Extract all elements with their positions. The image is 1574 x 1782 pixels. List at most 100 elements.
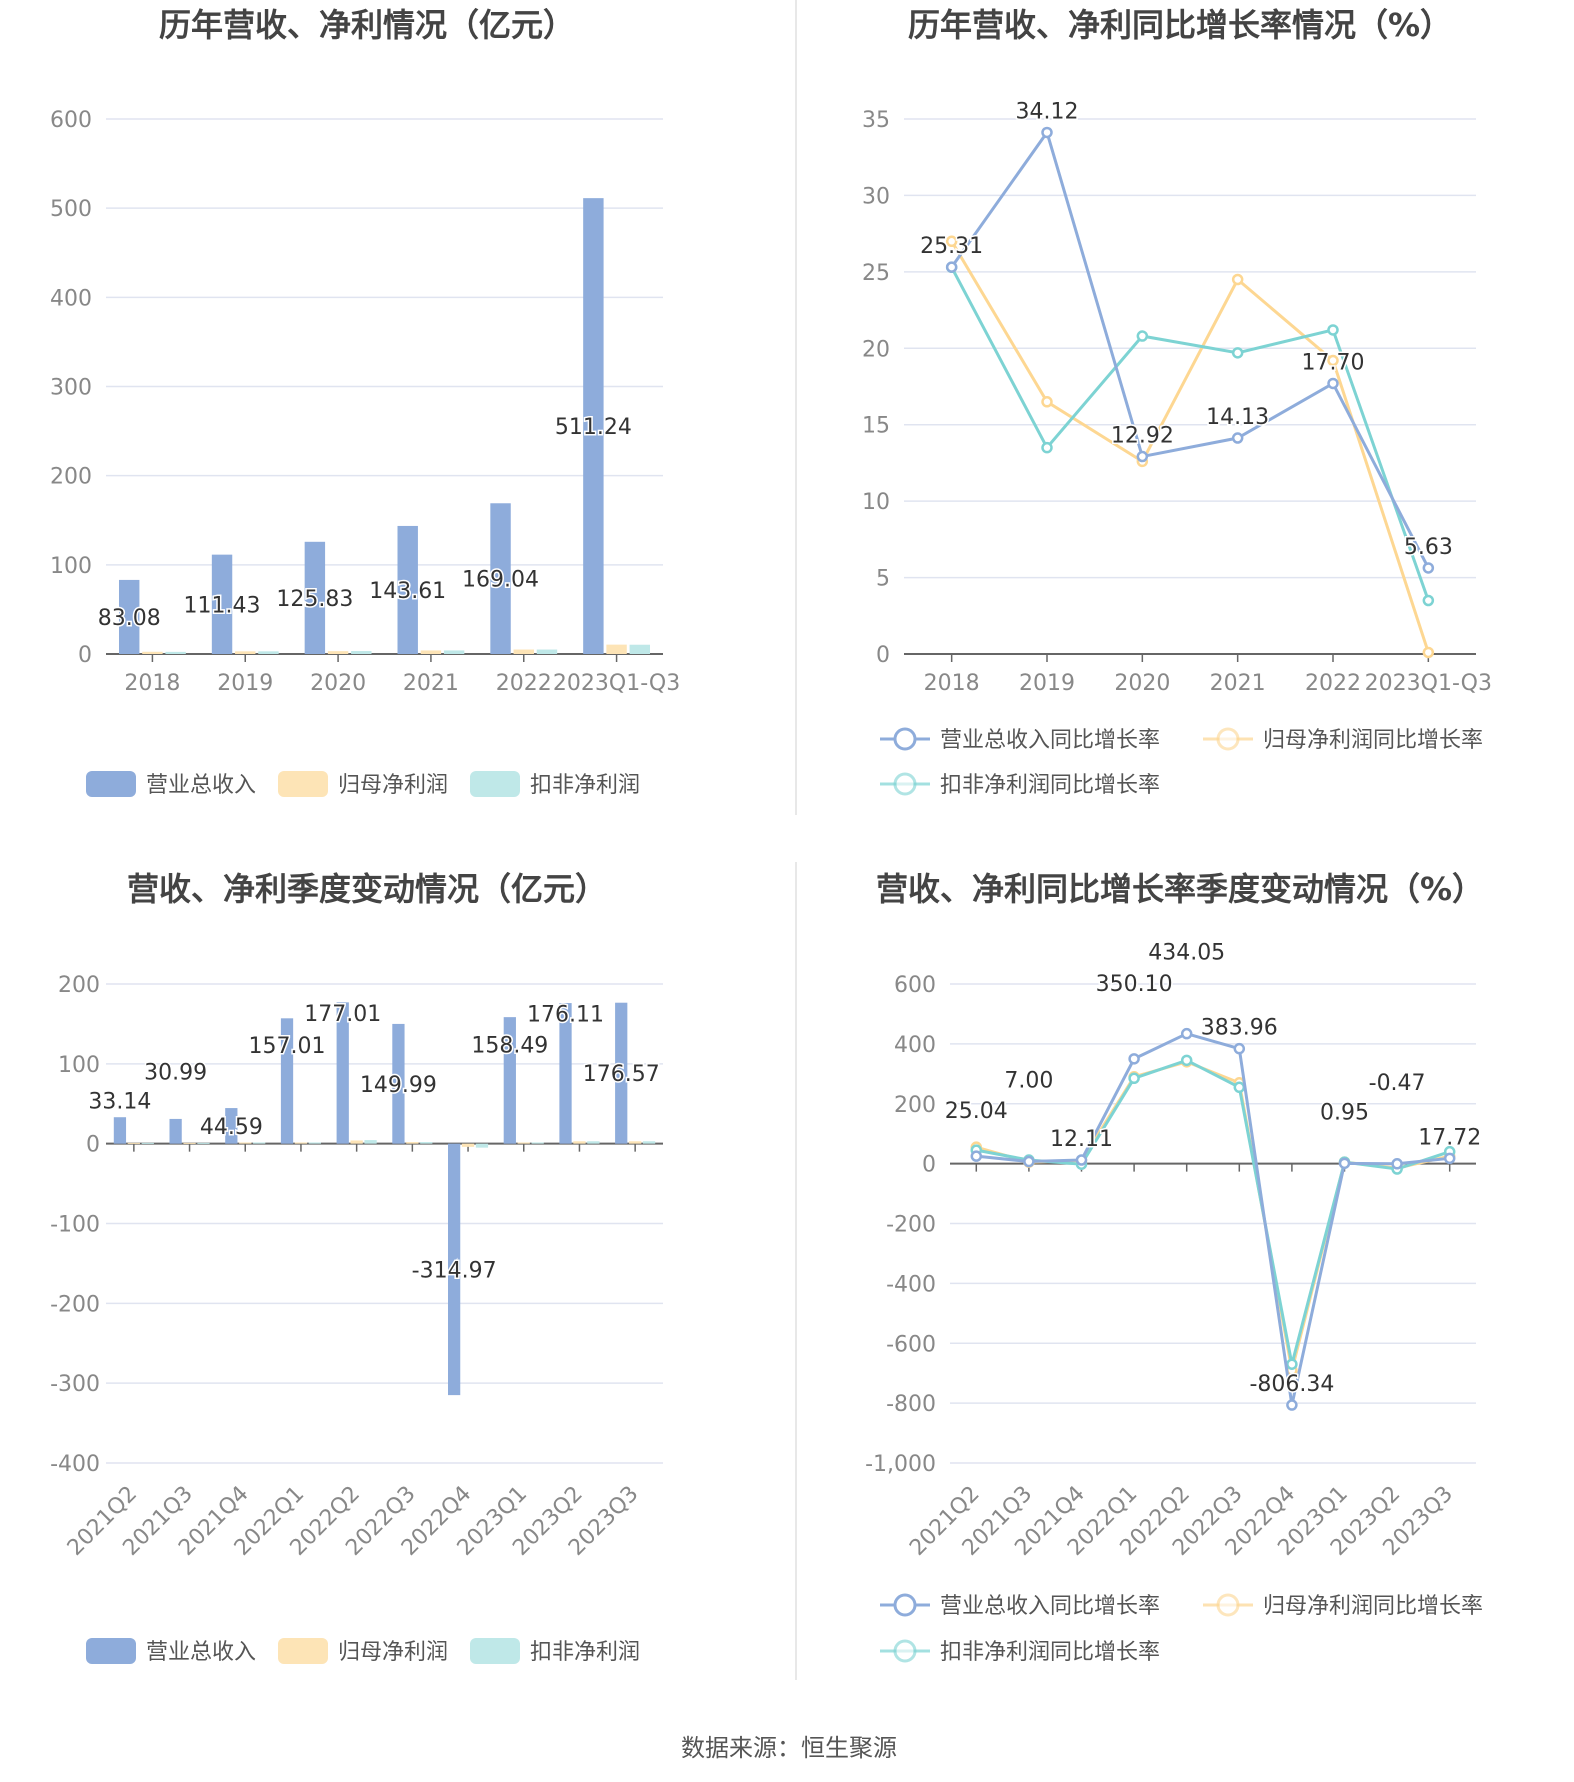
bar-revenue [559,1003,572,1144]
y-tick-label: 400 [50,286,92,311]
bar-net-profit [142,651,163,654]
legend-marker [893,772,917,796]
y-tick-label: 35 [862,108,890,133]
bar-deducted-net-profit [629,644,651,654]
bar-revenue [280,1018,294,1144]
bar-revenue [113,1117,127,1144]
bar-deducted-net-profit [587,1141,600,1144]
legend-swatch [278,771,328,797]
bar-net-profit [420,650,442,654]
series-line [975,1060,1451,1371]
data-label: 383.96 [1201,1016,1278,1041]
data-label: 17.72 [1418,1125,1481,1150]
legend-marker [893,1593,917,1617]
bar-deducted-net-profit [642,1141,656,1144]
y-tick-label: 5 [876,567,890,592]
bar-deducted-net-profit [165,651,186,654]
legend-label: 归母净利润同比增长率 [1263,728,1483,753]
bar-deducted-net-profit [443,650,465,654]
data-label: 177.01 [304,1002,381,1027]
data-point [1286,1358,1298,1370]
data-label: 149.99 [360,1073,437,1098]
data-label: 434.05 [1148,941,1225,966]
data-label: 44.59 [200,1115,263,1140]
y-tick-label: 0 [78,643,92,668]
bar-net-profit [629,1141,642,1144]
legend-label: 营业总收入同比增长率 [940,1594,1160,1619]
x-tick-label: 2023Q1-Q3 [1365,671,1492,696]
y-tick-label: 10 [862,490,890,515]
bar-net-profit [127,1142,140,1144]
y-tick-label: 0 [876,643,890,668]
data-label: 12.11 [1050,1127,1113,1152]
bar-revenue [447,1143,461,1396]
data-label: 157.01 [249,1034,326,1059]
data-label: 176.11 [527,1002,604,1027]
data-point [1075,1154,1088,1166]
data-label: -806.34 [1249,1372,1334,1397]
y-tick-label: -400 [50,1452,100,1477]
x-tick-label: 2020 [1114,671,1170,696]
y-tick-label: -600 [886,1332,936,1357]
data-point [1422,562,1435,574]
y-tick-label: -200 [886,1213,936,1238]
legend-label: 扣非净利润 [530,1640,640,1665]
bar-net-profit [350,1140,363,1144]
data-point [1327,377,1339,390]
y-tick-label: 25 [862,261,890,286]
legend-label: 扣非净利润 [530,773,640,798]
data-label: 5.63 [1404,535,1453,560]
legend-label: 扣非净利润同比增长率 [940,773,1160,798]
data-label: 30.99 [144,1060,207,1085]
bar-deducted-net-profit [475,1143,489,1148]
x-tick-label: 2018 [124,671,180,696]
bar-deducted-net-profit [351,651,372,654]
x-tick-label: 2020 [310,671,366,696]
bar-deducted-net-profit [253,1142,266,1144]
data-label: 0.95 [1320,1100,1369,1125]
data-point [1233,1081,1246,1094]
chart-title: 营收、净利季度变动情况（亿元） [127,870,607,908]
data-label: 33.14 [88,1089,151,1114]
bar-deducted-net-profit [364,1140,377,1144]
data-label: 125.83 [276,587,353,612]
y-tick-label: -100 [50,1213,100,1238]
y-tick-label: -300 [50,1372,100,1397]
data-label: 25.04 [945,1099,1008,1124]
data-point [1286,1399,1298,1411]
data-point [1231,273,1244,286]
y-tick-label: 0 [86,1133,100,1158]
data-point [945,235,958,248]
data-point [1041,126,1053,139]
y-tick-label: 200 [58,973,100,998]
bar-net-profit [461,1143,475,1147]
data-point [1233,1042,1246,1055]
data-label: -314.97 [412,1258,497,1283]
bar-revenue [304,541,326,654]
data-point [945,261,958,273]
data-label: 169.04 [462,568,539,593]
data-label: 17.70 [1302,350,1365,375]
bar-deducted-net-profit [197,1142,210,1144]
series-line [950,129,1430,569]
chart-title: 历年营收、净利情况（亿元） [159,6,575,44]
x-tick-label: 2021 [403,671,459,696]
bar-net-profit [235,651,256,654]
legend-marker [893,1639,917,1663]
bar-revenue [118,579,140,654]
y-tick-label: 200 [50,465,92,490]
data-point [1231,432,1244,444]
bar-net-profit [406,1142,419,1144]
data-source: 数据来源：恒生聚源 [681,1734,897,1762]
x-tick-label: 2018 [924,671,980,696]
legend-swatch [86,771,136,797]
data-label: -0.47 [1369,1071,1426,1096]
data-label: 111.43 [184,593,261,618]
legend-swatch [470,771,520,797]
bar-net-profit [513,649,534,654]
data-label: 350.10 [1096,972,1173,997]
chart-title: 历年营收、净利同比增长率情况（%） [908,6,1452,44]
y-tick-label: 400 [894,1033,936,1058]
